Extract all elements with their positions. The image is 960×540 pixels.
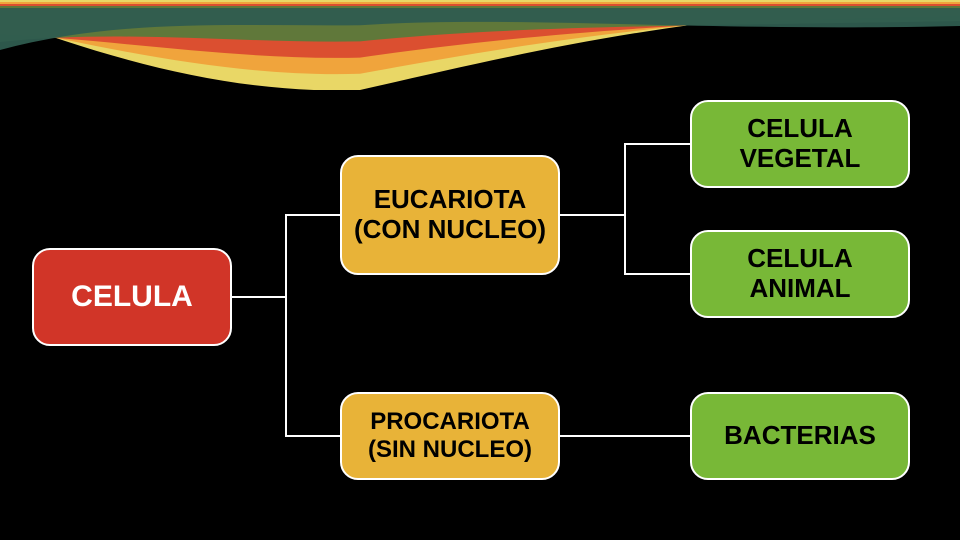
node-root: CELULA xyxy=(32,248,232,346)
node-eucariota: EUCARIOTA (CON NUCLEO) xyxy=(340,155,560,275)
node-label: PROCARIOTA (SIN NUCLEO) xyxy=(352,408,548,463)
node-label: CELULA VEGETAL xyxy=(702,114,898,174)
node-label: CELULA xyxy=(71,280,193,315)
node-vegetal: CELULA VEGETAL xyxy=(690,100,910,188)
node-animal: CELULA ANIMAL xyxy=(690,230,910,318)
slide-top-banner xyxy=(0,0,960,90)
node-label: CELULA ANIMAL xyxy=(702,244,898,304)
node-bacterias: BACTERIAS xyxy=(690,392,910,480)
node-procariota: PROCARIOTA (SIN NUCLEO) xyxy=(340,392,560,480)
node-label: BACTERIAS xyxy=(724,421,876,451)
node-label: EUCARIOTA (CON NUCLEO) xyxy=(352,185,548,245)
